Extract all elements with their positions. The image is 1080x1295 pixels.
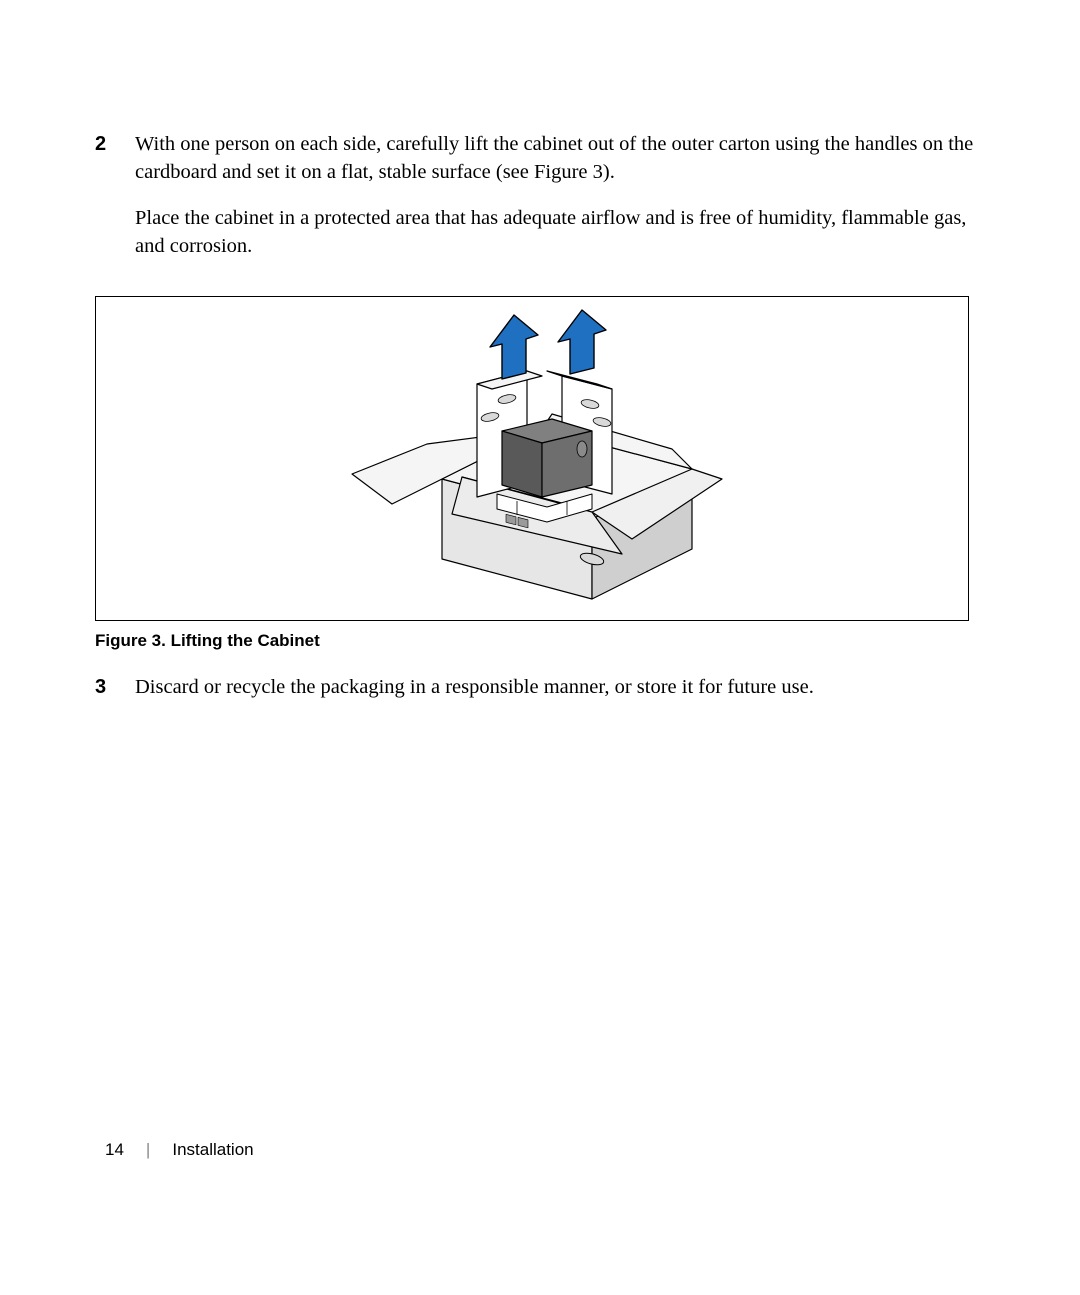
footer-separator: |: [146, 1140, 150, 1160]
step-3: 3 Discard or recycle the packaging in a …: [95, 673, 985, 719]
page-footer: 14 | Installation: [105, 1140, 254, 1160]
step-number: 3: [95, 673, 135, 719]
cabinet-side: [542, 431, 592, 497]
step-3-para-1: Discard or recycle the packaging in a re…: [135, 673, 814, 701]
step-number: 2: [95, 130, 135, 278]
figure-3-caption: Figure 3. Lifting the Cabinet: [95, 631, 985, 651]
lifting-cabinet-illustration: [292, 309, 772, 609]
step-2-para-2: Place the cabinet in a protected area th…: [135, 204, 985, 260]
document-page: 2 With one person on each side, carefull…: [0, 0, 1080, 1295]
step-2-para-1: With one person on each side, carefully …: [135, 130, 985, 186]
cabinet-side-handle: [577, 441, 587, 457]
cabinet-front: [502, 431, 542, 497]
step-body: Discard or recycle the packaging in a re…: [135, 673, 814, 719]
figure-3-box: [95, 296, 969, 621]
lift-arrow-right: [558, 310, 606, 374]
step-2: 2 With one person on each side, carefull…: [95, 130, 985, 278]
lift-arrow-left: [490, 315, 538, 379]
footer-section: Installation: [172, 1140, 253, 1160]
page-number: 14: [105, 1140, 124, 1160]
step-body: With one person on each side, carefully …: [135, 130, 985, 278]
lift-arrows-group: [490, 310, 606, 379]
